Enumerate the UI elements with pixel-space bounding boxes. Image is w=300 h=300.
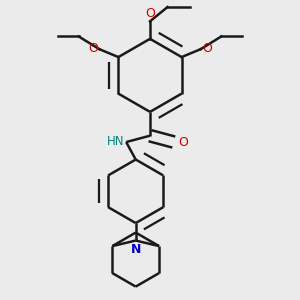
Text: O: O: [202, 42, 212, 55]
Text: HN: HN: [107, 135, 124, 148]
Text: O: O: [178, 136, 188, 148]
Text: N: N: [130, 243, 141, 256]
Text: O: O: [88, 42, 98, 55]
Text: O: O: [145, 7, 155, 20]
